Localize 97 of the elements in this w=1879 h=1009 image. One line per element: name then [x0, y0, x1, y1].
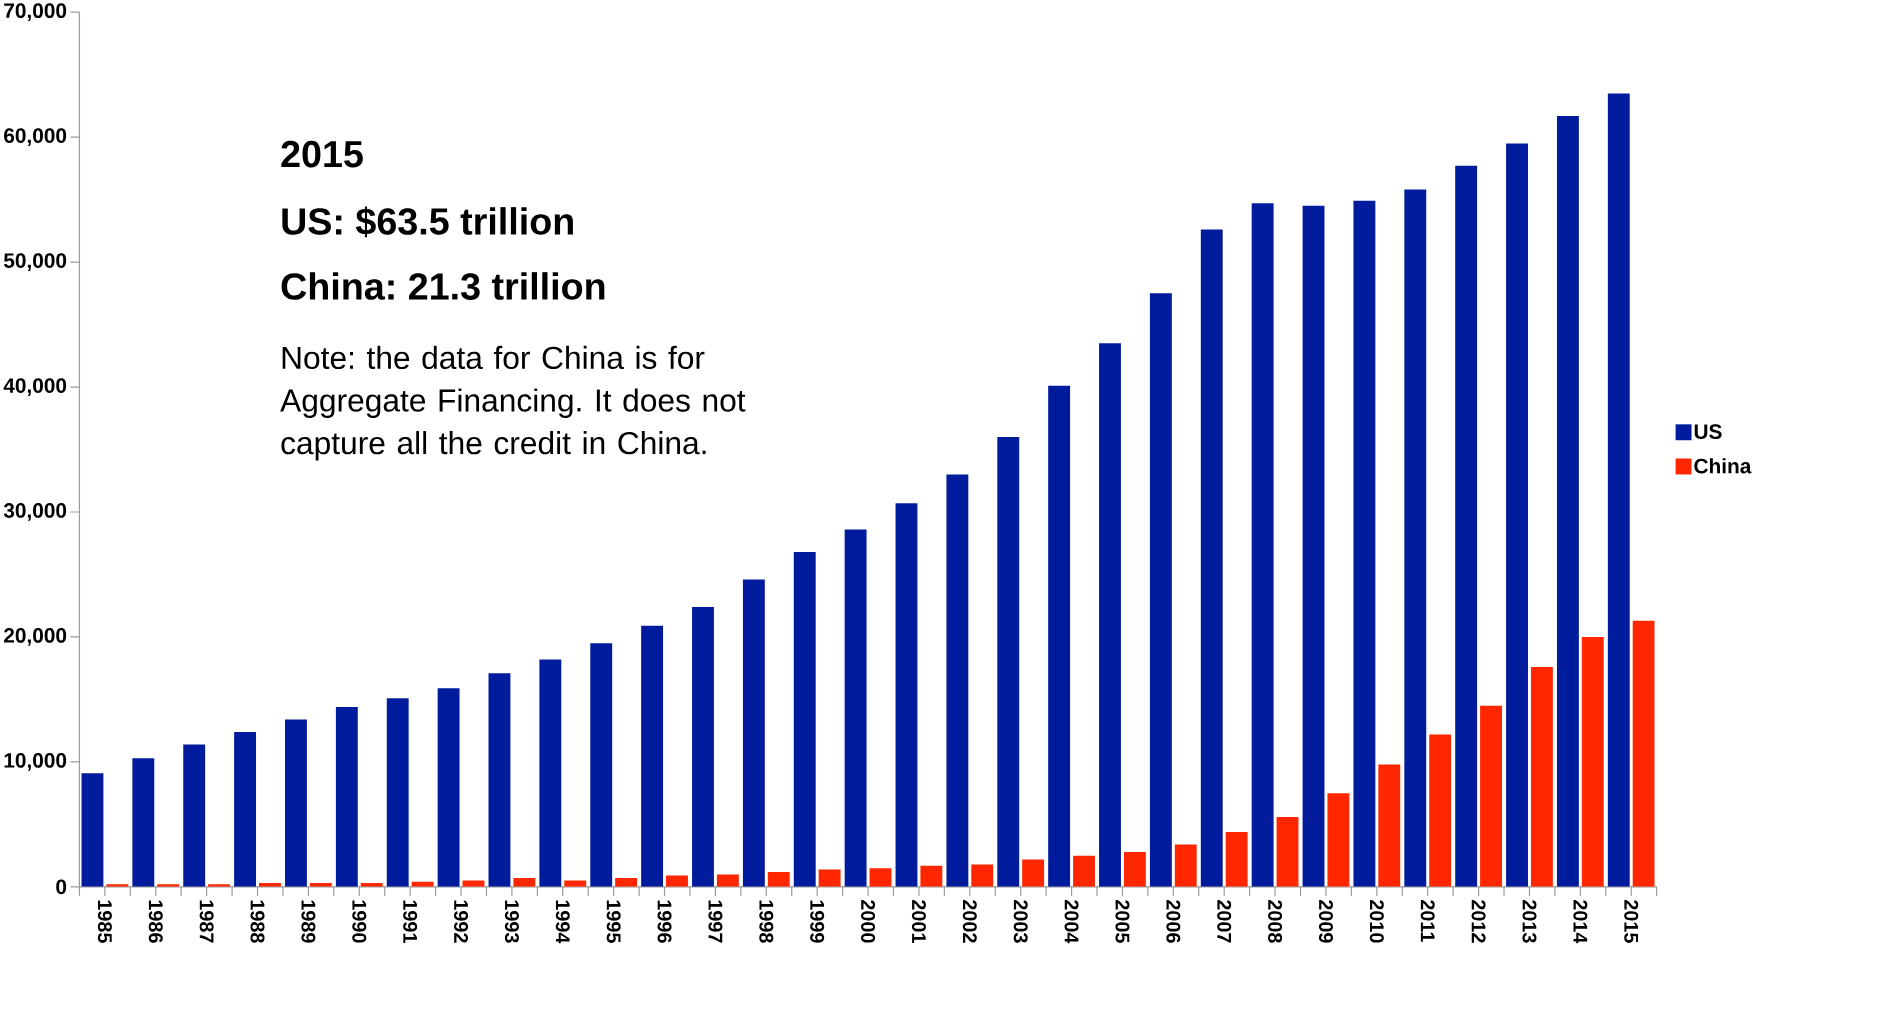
x-tick-label: 2004 [1064, 899, 1079, 944]
bar [767, 871, 790, 887]
x-tick-label: 1985 [97, 900, 112, 943]
bar [1022, 859, 1045, 887]
bar [285, 719, 307, 887]
bar [132, 758, 155, 887]
y-tick-label: 20,000 [4, 627, 67, 646]
bar [692, 606, 714, 887]
bar [1251, 203, 1274, 887]
bar [488, 673, 511, 887]
y-tick-label: 60,000 [4, 128, 67, 146]
bar [1632, 620, 1655, 887]
x-tick-label: 2012 [1471, 899, 1486, 943]
y-tick-label: 0 [56, 879, 67, 895]
x-tick-label: 1989 [301, 900, 316, 943]
bar [997, 436, 1020, 887]
bar [971, 864, 994, 887]
bar [1480, 705, 1502, 887]
x-tick-label: 1998 [759, 900, 774, 943]
bar [844, 529, 867, 887]
bar [1149, 293, 1172, 887]
x-tick-label: 2014 [1573, 899, 1588, 944]
bar [869, 867, 892, 887]
x-tick-label: 1987 [199, 900, 214, 943]
bar [1556, 115, 1579, 887]
bar [1225, 831, 1248, 887]
legend-label: China [1694, 458, 1752, 474]
y-tick-label: 50,000 [3, 253, 67, 271]
x-tick-label: 2003 [1013, 899, 1028, 943]
legend-label: US [1694, 424, 1722, 439]
x-tick-label: 1990 [352, 900, 367, 943]
x-tick-label: 2001 [911, 899, 926, 943]
bar [513, 877, 536, 887]
bar [1099, 343, 1121, 887]
bar [716, 874, 739, 887]
bar [1048, 385, 1071, 887]
x-tick-label: 2005 [1115, 899, 1130, 943]
x-tick-label: 1996 [657, 900, 672, 943]
annotation: China: 21.3 trillion [281, 272, 605, 300]
y-tick-label: 70,000 [4, 3, 67, 21]
bar [895, 503, 918, 887]
bar [615, 877, 638, 887]
x-tick-label: 2000 [861, 899, 876, 943]
x-tick-label: 2015 [1624, 899, 1639, 943]
bar [1581, 636, 1604, 887]
bar [818, 869, 841, 887]
x-tick-label: 1997 [708, 900, 723, 943]
bar [1607, 93, 1630, 887]
x-tick-label: 2007 [1217, 899, 1232, 943]
bar [1378, 764, 1401, 887]
bar [1276, 816, 1299, 887]
annotation: US: $63.5 trillion [282, 206, 573, 238]
y-tick-label: 30,000 [3, 502, 67, 521]
bar [335, 706, 358, 887]
annotation: 2015 [281, 140, 363, 168]
bar [1429, 734, 1452, 887]
bar [793, 551, 816, 887]
bar [1404, 189, 1427, 887]
x-tick-label: 2011 [1420, 899, 1435, 942]
x-tick-label: 2008 [1268, 899, 1283, 943]
x-tick-label: 2010 [1369, 899, 1384, 943]
x-tick-label: 1988 [250, 900, 265, 943]
bar [946, 474, 969, 887]
x-tick-label: 2009 [1318, 899, 1333, 943]
bar [920, 865, 943, 887]
x-tick-label: 1992 [454, 900, 469, 943]
x-tick-label: 2006 [1166, 899, 1181, 943]
x-tick-label: 1993 [504, 900, 519, 943]
x-tick-label: 2013 [1522, 899, 1537, 943]
y-tick-label: 40,000 [3, 378, 67, 396]
bar [641, 625, 664, 887]
x-tick-label: 1999 [810, 900, 825, 943]
x-tick-label: 1994 [555, 900, 570, 944]
bar [1327, 793, 1350, 887]
bar [1174, 844, 1197, 887]
bar [1073, 855, 1095, 887]
bar [437, 688, 460, 887]
y-tick-label: 10,000 [4, 752, 67, 771]
bar [742, 579, 765, 887]
annotation: Note: the data for China is for Aggregate Financing. It does not capture all the credit in China. [280, 345, 746, 461]
bar [1302, 205, 1325, 887]
x-tick-label: 1995 [606, 900, 621, 943]
bar [1123, 851, 1146, 887]
bar [1506, 143, 1528, 887]
bar [234, 731, 257, 887]
bar [1455, 165, 1478, 887]
bar [590, 643, 613, 887]
x-tick-label: 1991 [403, 900, 418, 943]
bar [1353, 200, 1376, 887]
bar [539, 659, 562, 887]
bar [183, 744, 206, 887]
bar [386, 698, 409, 887]
bar [1200, 229, 1223, 887]
x-tick-label: 1986 [148, 900, 163, 943]
x-tick-label: 2002 [962, 899, 977, 943]
bar [81, 773, 104, 887]
bar [1530, 666, 1553, 887]
